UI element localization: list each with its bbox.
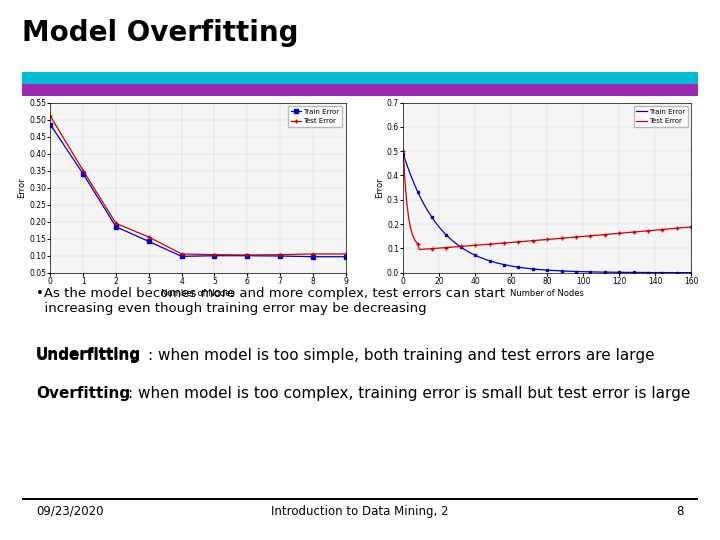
Line: Test Error: Test Error bbox=[48, 114, 348, 258]
Train Error bbox=[505, 262, 514, 269]
Test Error bbox=[177, 251, 186, 257]
Legend: Train Error, Test Error: Train Error, Test Error bbox=[634, 106, 688, 127]
Text: 8: 8 bbox=[677, 505, 684, 518]
Text: Model Overfitting: Model Overfitting bbox=[22, 19, 298, 47]
Test Error bbox=[112, 220, 120, 227]
Train Error bbox=[494, 260, 503, 267]
Line: Test Error: Test Error bbox=[403, 151, 691, 249]
Train Error bbox=[46, 122, 55, 128]
Text: Introduction to Data Mining, 2 Edition: Introduction to Data Mining, 2 Edition bbox=[249, 505, 471, 518]
Test Error bbox=[145, 234, 153, 240]
Test Error bbox=[399, 148, 408, 154]
Train Error bbox=[399, 150, 408, 157]
Test Error bbox=[341, 251, 350, 257]
Train Error bbox=[478, 255, 487, 261]
Text: : when model is too complex, training error is small but test error is large: : when model is too complex, training er… bbox=[128, 386, 690, 401]
Text: Underfitting: Underfitting bbox=[36, 347, 141, 362]
X-axis label: Number of Nodes: Number of Nodes bbox=[161, 289, 235, 298]
Train Error bbox=[145, 238, 153, 245]
Text: Underfitting: Underfitting bbox=[36, 348, 141, 363]
Test Error bbox=[480, 241, 489, 248]
Test Error bbox=[210, 252, 219, 258]
Test Error bbox=[675, 225, 683, 231]
Test Error bbox=[687, 224, 696, 230]
Train Error bbox=[639, 269, 647, 276]
Test Error bbox=[507, 239, 516, 246]
Train Error bbox=[177, 253, 186, 260]
Line: Train Error: Train Error bbox=[403, 153, 691, 273]
Train Error bbox=[79, 171, 88, 177]
Text: : when model is too simple, both training and test errors are large: : when model is too simple, both trainin… bbox=[36, 347, 601, 362]
Train Error bbox=[653, 269, 662, 276]
Test Error bbox=[415, 246, 423, 253]
Text: Introduction to Data Mining, 2: Introduction to Data Mining, 2 bbox=[271, 505, 449, 518]
Test Error bbox=[654, 227, 663, 233]
Y-axis label: Error: Error bbox=[375, 177, 384, 198]
Line: Train Error: Train Error bbox=[49, 123, 347, 259]
Train Error bbox=[672, 269, 681, 276]
Test Error bbox=[496, 240, 505, 247]
Train Error bbox=[687, 269, 696, 276]
X-axis label: Number of Nodes: Number of Nodes bbox=[510, 289, 584, 298]
Train Error bbox=[308, 253, 317, 260]
Text: : when model is too simple, both training and test errors are large: : when model is too simple, both trainin… bbox=[148, 348, 654, 363]
Test Error bbox=[640, 228, 649, 234]
Test Error bbox=[276, 252, 284, 258]
Test Error bbox=[308, 251, 317, 257]
Test Error bbox=[243, 252, 251, 258]
Train Error bbox=[112, 224, 120, 230]
Test Error bbox=[79, 167, 88, 174]
Text: Underfitting: when model is too simple, both training and test errors are large: Underfitting: when model is too simple, … bbox=[36, 348, 634, 363]
Test Error bbox=[46, 113, 55, 119]
Train Error bbox=[243, 252, 251, 259]
Train Error bbox=[210, 252, 219, 259]
Legend: Train Error, Test Error: Train Error, Test Error bbox=[288, 106, 342, 127]
Text: 09/23/2020: 09/23/2020 bbox=[36, 505, 104, 518]
Text: Overfitting: Overfitting bbox=[36, 386, 130, 401]
Train Error bbox=[276, 253, 284, 259]
Text: •As the model becomes more and more complex, test errors can start
  increasing : •As the model becomes more and more comp… bbox=[36, 287, 505, 315]
Y-axis label: Error: Error bbox=[17, 177, 27, 198]
Train Error bbox=[341, 253, 350, 260]
